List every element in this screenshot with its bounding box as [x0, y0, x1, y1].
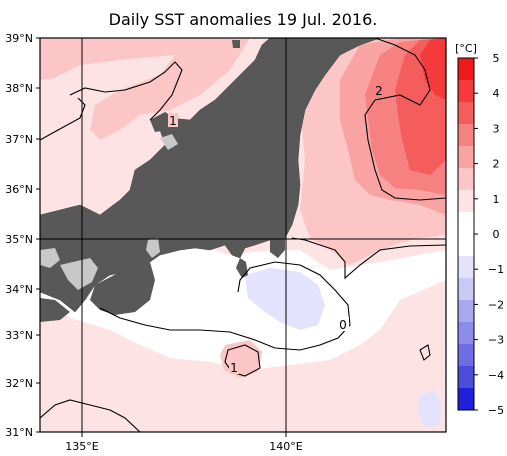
contour-1-nw: [69, 61, 183, 121]
colorbar-tick-label: 5: [493, 52, 500, 65]
colorbar-tick-label: 0: [493, 228, 500, 241]
colorbar-cells: [458, 58, 474, 411]
lon-label: 140°E: [269, 440, 302, 453]
colorbar-cell: [458, 278, 474, 301]
land-izu-peninsula: [236, 258, 248, 278]
colorbar-ticks: 5 4 3 2 1 0 −1 −2 −3 −4 −5: [474, 52, 504, 417]
lat-label: 36°N: [5, 183, 33, 196]
contour-1-south: [224, 344, 261, 377]
axis-ticks: [36, 37, 287, 437]
colorbar-cell: [458, 344, 474, 367]
colorbar-cell: [458, 366, 474, 389]
contour-1-east: [291, 237, 446, 280]
anomaly-zone-1-west: [40, 38, 250, 140]
colorbar-cell: [458, 388, 474, 411]
lake-toyama: [160, 134, 178, 150]
colorbar-tick-label: 2: [493, 158, 500, 171]
map-frame: [39, 37, 447, 433]
lat-label: 32°N: [5, 377, 33, 390]
colorbar-tick-label: −2: [488, 298, 504, 311]
colorbar-cell: [458, 322, 474, 345]
lat-label: 34°N: [5, 283, 33, 296]
lat-label: 39°N: [5, 32, 33, 45]
colorbar-cell: [458, 124, 474, 147]
colorbar-cell: [458, 256, 474, 279]
contour-small-east: [419, 344, 431, 361]
longitude-labels: 135°E 140°E: [65, 440, 302, 453]
colorbar-cell: [458, 80, 474, 103]
map-area: [40, 38, 446, 432]
colorbar-cell: [458, 102, 474, 125]
colorbar-cell: [458, 190, 474, 213]
contour-label: 2: [375, 84, 383, 98]
lake-biwa: [40, 248, 60, 268]
lat-label: 31°N: [5, 426, 33, 439]
colorbar: [°C] 5 4 3 2 1 0 −1 −2 −3 −4 −5: [455, 42, 504, 417]
lat-label: 37°N: [5, 133, 33, 146]
colorbar-tick-label: −1: [488, 263, 504, 276]
colorbar-cell: [458, 168, 474, 191]
contour-label: 1: [169, 114, 177, 128]
colorbar-tick-label: −5: [488, 404, 504, 417]
contour-labels: 2 1 0 1: [168, 83, 385, 375]
colorbar-tick-label: −4: [488, 369, 504, 382]
colorbar-tick-label: 1: [493, 193, 500, 206]
lat-label: 33°N: [5, 329, 33, 342]
lake-west: [60, 258, 98, 290]
contour-2: [364, 38, 446, 201]
land-shikoku: [40, 298, 70, 322]
anomaly-zone-3: [420, 38, 446, 100]
colorbar-cell: [458, 234, 474, 257]
colorbar-unit: [°C]: [455, 42, 477, 55]
colorbar-cell: [458, 300, 474, 323]
contour-label: 0: [339, 318, 347, 332]
contour-1-sw: [40, 399, 141, 432]
anomaly-zone-cold-se: [418, 390, 442, 428]
colorbar-cell: [458, 58, 474, 81]
anomaly-zone-cold-center: [245, 268, 325, 330]
colorbar-tick-label: 3: [493, 122, 500, 135]
colorbar-cell: [458, 212, 474, 235]
land-boso-peninsula: [270, 238, 285, 258]
colorbar-tick-label: −3: [488, 334, 504, 347]
colorbar-tick-label: 4: [493, 87, 500, 100]
lon-label: 135°E: [65, 440, 98, 453]
land-kii-peninsula: [90, 262, 155, 315]
colorbar-cell: [458, 146, 474, 169]
contour-label: 1: [230, 361, 238, 375]
anomaly-zone-light-south: [40, 280, 446, 432]
lat-label: 35°N: [5, 233, 33, 246]
graticule: [40, 38, 446, 432]
contour-0: [99, 261, 351, 351]
contour-1-west: [40, 97, 86, 141]
latitude-labels: 39°N 38°N 37°N 36°N 35°N 34°N 33°N 32°N …: [5, 32, 33, 439]
map-title: Daily SST anomalies 19 Jul. 2016.: [109, 10, 378, 29]
land-sado-island: [232, 40, 240, 48]
lake-ise: [146, 238, 160, 258]
contour-lines: [40, 38, 446, 432]
lat-label: 38°N: [5, 82, 33, 95]
